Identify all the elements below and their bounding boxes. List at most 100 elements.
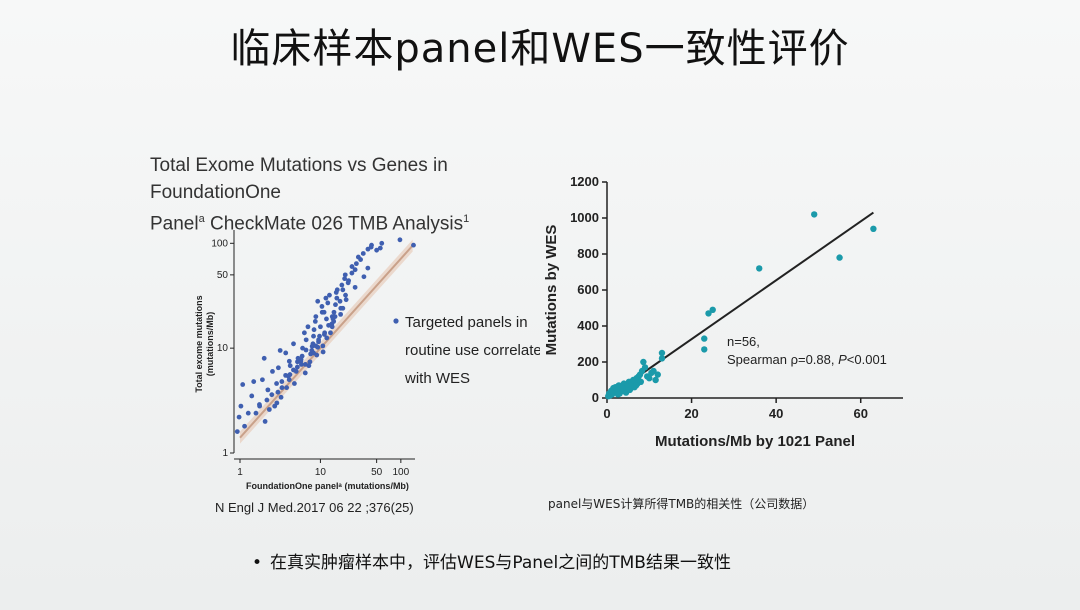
left-data-point: [343, 297, 349, 303]
bullet-point: • 在真实肿瘤样本中，评估WES与Panel之间的TMB结果一致性: [252, 548, 731, 573]
right-y-tick-label: 200: [577, 354, 599, 369]
left-title-panel-text: Panel: [150, 213, 199, 235]
left-data-point: [265, 387, 271, 393]
left-data-point: [311, 333, 316, 339]
left-data-point: [293, 369, 299, 374]
right-data-point: [654, 371, 661, 378]
left-data-point: [324, 335, 330, 341]
left-data-point: [294, 364, 300, 370]
left-data-point: [355, 254, 361, 260]
left-data-point: [352, 284, 358, 290]
left-data-point: [324, 316, 329, 322]
left-data-point: [325, 300, 331, 306]
left-x-tick-label: 50: [371, 467, 383, 478]
left-data-point: [321, 309, 327, 315]
left-data-point: [261, 355, 267, 361]
left-data-point: [333, 290, 339, 295]
left-data-point: [315, 298, 321, 304]
left-data-point: [323, 295, 329, 301]
left-data-point: [286, 377, 292, 383]
left-data-point: [346, 278, 352, 284]
left-y-tick-label: 10: [217, 343, 229, 354]
left-data-point: [262, 419, 268, 424]
right-data-point: [756, 265, 763, 272]
left-data-point: [249, 393, 255, 399]
left-data-point: [331, 309, 337, 315]
left-y-tick-label: 1: [222, 448, 228, 459]
left-data-point: [374, 247, 380, 253]
left-title-analysis-text: CheckMate 026 TMB Analysis: [204, 213, 464, 235]
right-data-point: [709, 306, 716, 313]
left-legend-label: routine use correlate: [405, 342, 540, 359]
right-data-point: [614, 391, 622, 398]
left-data-point: [340, 287, 346, 293]
left-title-footnote-mark: 1: [463, 213, 470, 225]
right-data-point: [701, 346, 708, 353]
right-fit-line: [606, 211, 874, 399]
left-scatter-chart: 1 10 50 100 1 10 50 100 FoundationOne panelᵃ (mu…: [194, 230, 540, 491]
left-y-axis-label-units: (mutations/Mb): [205, 312, 215, 377]
left-x-tick-label: 100: [392, 467, 409, 478]
right-data-point: [640, 358, 647, 366]
left-data-point: [361, 274, 367, 280]
left-data-point: [377, 245, 383, 251]
left-x-tick-label: 10: [315, 467, 327, 478]
right-plot-area: 0 20 40 60020040060080010001200Mutations/Mb…: [543, 174, 903, 450]
left-plot-area: 1 10 50 100 1 10 50 100 FoundationOne panelᵃ (mu…: [194, 230, 540, 491]
left-chart-title: Total Exome Mutations vs Genes in Founda…: [150, 152, 530, 237]
left-data-point: [279, 385, 285, 391]
right-data-point: [632, 382, 640, 389]
left-data-point: [322, 332, 327, 337]
right-y-axis-label: Mutations by WES: [543, 225, 560, 356]
left-data-point: [301, 330, 307, 336]
left-data-point: [330, 316, 336, 322]
left-data-point: [338, 311, 344, 317]
left-data-point: [291, 341, 296, 347]
right-data-point: [650, 367, 657, 375]
left-data-point: [302, 361, 308, 367]
left-title-superscript-a: a: [198, 213, 205, 225]
left-data-point: [287, 363, 293, 369]
right-y-tick-label: 800: [577, 246, 599, 261]
right-chart-caption: panel与WES计算所得TMB的相关性（公司数据）: [548, 497, 815, 511]
left-data-point: [253, 410, 259, 416]
left-data-point: [275, 389, 281, 395]
left-data-point: [278, 394, 284, 400]
left-data-point: [277, 348, 283, 353]
right-x-tick-label: 0: [603, 406, 610, 421]
left-data-point: [260, 377, 265, 383]
right-annotation-p-value: <0.001: [847, 352, 887, 367]
left-legend-marker: [393, 318, 399, 324]
left-data-point: [270, 369, 275, 374]
right-scatter-chart: 0 20 40 60020040060080010001200Mutations/Mb…: [543, 174, 903, 450]
left-data-point: [299, 353, 305, 359]
left-data-point: [349, 264, 355, 269]
left-data-point: [275, 365, 281, 371]
left-data-point: [319, 304, 325, 309]
right-data-point: [658, 355, 666, 362]
left-legend-label: Targeted panels in: [405, 314, 528, 331]
bullet-marker: •: [252, 553, 263, 573]
left-data-point: [236, 414, 242, 420]
left-data-point: [287, 372, 293, 377]
right-data-point: [701, 335, 708, 342]
left-data-point: [342, 276, 348, 282]
left-y-axis-label: Total exome mutations: [194, 295, 204, 392]
right-x-tick-label: 40: [769, 406, 783, 421]
left-data-point: [316, 337, 322, 343]
left-data-point: [343, 292, 348, 298]
left-data-point: [286, 358, 292, 364]
left-data-point: [245, 410, 251, 416]
right-x-tick-label: 20: [684, 406, 698, 421]
left-data-point: [311, 350, 316, 356]
right-data-point: [646, 375, 653, 382]
right-y-tick-label: 0: [592, 390, 599, 405]
left-y-tick-label: 100: [211, 238, 228, 249]
right-data-point: [870, 225, 877, 232]
bullet-text: 在真实肿瘤样本中，评估WES与Panel之间的TMB结果一致性: [270, 553, 731, 573]
left-data-point: [397, 237, 403, 243]
right-data-point: [637, 378, 645, 385]
right-y-tick-label: 400: [577, 318, 599, 333]
left-data-point: [303, 347, 309, 353]
